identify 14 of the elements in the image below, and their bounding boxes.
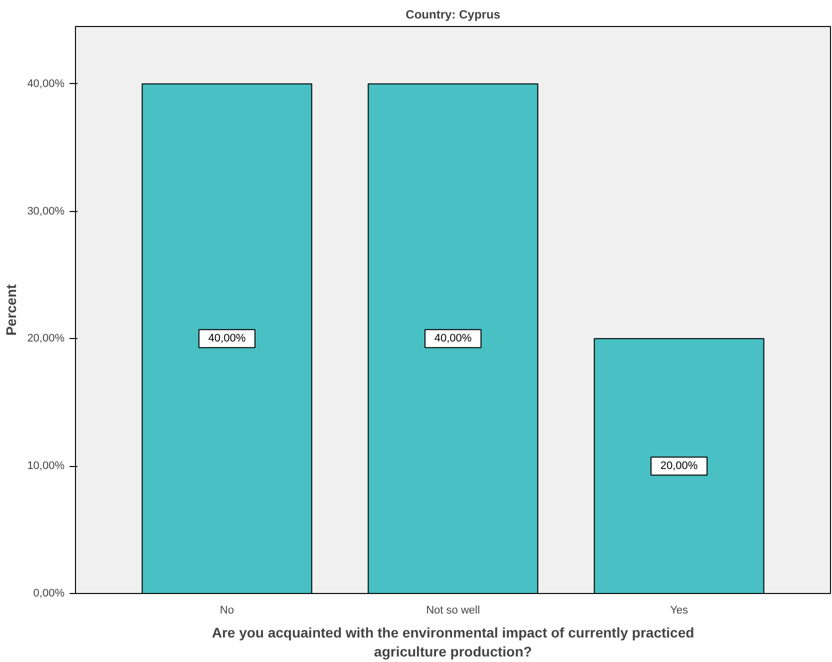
y-axis-title: Percent: [3, 284, 20, 336]
data-label: 40,00%: [208, 332, 246, 345]
x-tick-label: No: [220, 604, 234, 616]
y-tick-label: 40,00%: [27, 78, 65, 90]
x-axis-title: Are you acquainted with the environmental impact of currently practiced agriculture production?: [212, 624, 694, 660]
y-tick-label: 20,00%: [27, 332, 65, 345]
x-tick-label: Not so well: [426, 604, 480, 616]
y-tick-label: 10,00%: [27, 460, 65, 472]
data-label: 20,00%: [660, 460, 698, 472]
data-label: 40,00%: [434, 332, 472, 345]
x-tick-label: Yes: [670, 604, 689, 616]
y-tick-label: 30,00%: [27, 205, 65, 218]
y-tick-label: 0,00%: [33, 588, 65, 600]
chart-title: Country: Cyprus: [406, 8, 501, 22]
